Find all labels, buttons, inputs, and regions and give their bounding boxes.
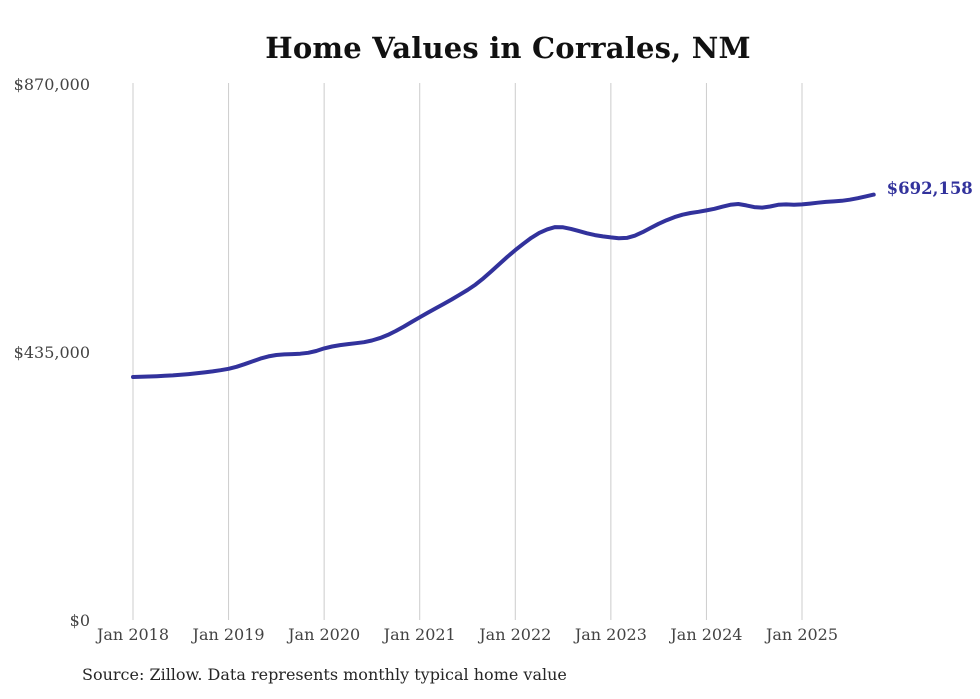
chart-title: Home Values in Corrales, NM (265, 31, 751, 65)
x-tick-label: Jan 2019 (192, 625, 265, 644)
y-tick-label: $435,000 (13, 343, 90, 362)
x-tick-label: Jan 2024 (670, 625, 743, 644)
y-tick-label: $0 (69, 611, 90, 630)
y-tick-label: $870,000 (13, 75, 90, 94)
x-tick-label: Jan 2021 (383, 625, 456, 644)
x-tick-label: Jan 2020 (288, 625, 361, 644)
x-tick-label: Jan 2025 (765, 625, 839, 644)
source-note: Source: Zillow. Data represents monthly … (82, 665, 567, 684)
value-line (131, 192, 876, 379)
latest-value-label: $692,158 (886, 178, 973, 198)
x-tick-label: Jan 2022 (479, 625, 552, 644)
x-tick-label: Jan 2018 (96, 625, 170, 644)
x-tick-label: Jan 2023 (574, 625, 647, 644)
